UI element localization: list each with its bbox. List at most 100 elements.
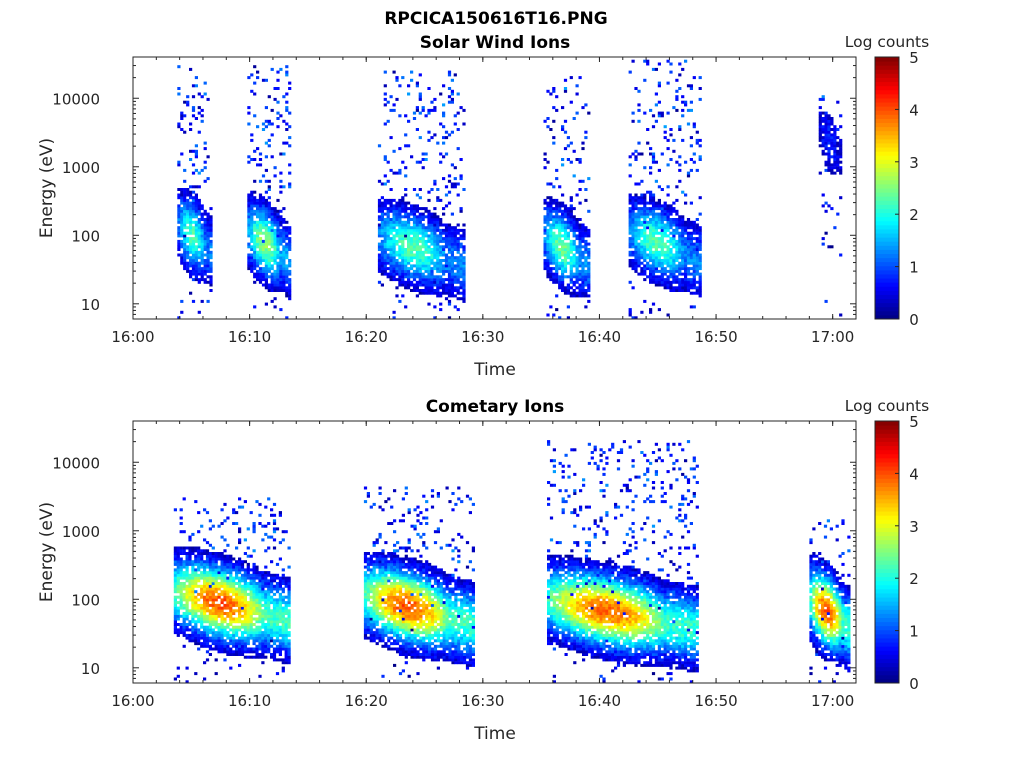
- heatmap-cell: [238, 579, 242, 583]
- heatmap-cell: [675, 160, 679, 164]
- heatmap-cell: [824, 133, 828, 137]
- heatmap-cell: [256, 198, 260, 202]
- heatmap-cell: [649, 272, 653, 276]
- heatmap-cell: [285, 248, 289, 251]
- heatmap-cell: [173, 571, 177, 575]
- heatmap-cell: [372, 562, 376, 566]
- heatmap-cell: [173, 576, 177, 580]
- heatmap-cell: [651, 245, 656, 249]
- heatmap-cell: [197, 560, 201, 564]
- heatmap-cell: [258, 158, 263, 161]
- heatmap-cell: [252, 592, 256, 596]
- heatmap-cell: [252, 636, 256, 640]
- heatmap-cell: [558, 218, 562, 221]
- heatmap-cell: [264, 228, 268, 232]
- heatmap-cell: [256, 234, 260, 238]
- heatmap-cell: [226, 633, 230, 637]
- heatmap-cell: [383, 103, 387, 107]
- heatmap-cell: [398, 256, 402, 260]
- heatmap-cell: [180, 117, 184, 120]
- heatmap-cell: [380, 220, 384, 224]
- heatmap-cell: [186, 100, 190, 104]
- heatmap-cell: [188, 554, 192, 558]
- heatmap-cell: [439, 220, 443, 224]
- heatmap-cell: [561, 209, 565, 213]
- heatmap-cell: [194, 259, 198, 262]
- heatmap-cell: [412, 278, 417, 282]
- heatmap-cell: [404, 223, 408, 227]
- heatmap-cell: [663, 259, 667, 262]
- heatmap-cell: [183, 234, 187, 238]
- heatmap-cell: [456, 259, 460, 262]
- heatmap-cell: [415, 261, 419, 265]
- heatmap-cell: [421, 264, 425, 268]
- heatmap-cell: [278, 601, 282, 605]
- heatmap-cell: [552, 267, 556, 271]
- heatmap-cell: [839, 155, 843, 159]
- heatmap-cell: [197, 568, 201, 572]
- colorbar-swatch: [875, 249, 899, 254]
- heatmap-cell: [430, 188, 434, 191]
- heatmap-cell: [561, 226, 565, 230]
- heatmap-cell: [566, 215, 570, 219]
- heatmap-cell: [275, 658, 280, 662]
- heatmap-cell: [447, 316, 452, 320]
- heatmap-cell: [206, 212, 210, 216]
- heatmap-cell: [220, 644, 224, 648]
- heatmap-cell: [377, 198, 382, 202]
- heatmap-cell: [643, 234, 647, 238]
- heatmap-cell: [578, 226, 582, 230]
- heatmap-cell: [258, 220, 263, 224]
- heatmap-cell: [200, 609, 204, 613]
- heatmap-cell: [436, 237, 440, 241]
- heatmap-cell: [654, 259, 658, 262]
- colorbar-swatch: [875, 188, 899, 193]
- heatmap-cell: [211, 642, 215, 646]
- heatmap-cell: [191, 196, 196, 200]
- heatmap-cell: [279, 275, 283, 279]
- heatmap-cell: [203, 218, 207, 221]
- heatmap-cell: [200, 571, 204, 575]
- heatmap-cell: [264, 576, 268, 580]
- heatmap-cell: [398, 299, 402, 303]
- heatmap-cell: [267, 234, 271, 238]
- heatmap-cell: [180, 226, 184, 230]
- heatmap-cell: [287, 650, 291, 654]
- heatmap-cell: [261, 644, 265, 648]
- heatmap-cell: [552, 226, 556, 230]
- heatmap-cell: [689, 261, 693, 265]
- heatmap-cell: [183, 242, 187, 246]
- heatmap-cell: [558, 256, 562, 260]
- heatmap-cell: [261, 636, 265, 640]
- heatmap-cell: [179, 557, 183, 561]
- heatmap-cell: [203, 248, 207, 251]
- heatmap-cell: [462, 278, 466, 282]
- heatmap-cell: [209, 278, 213, 282]
- heatmap-cell: [418, 207, 422, 211]
- heatmap-cell: [380, 245, 384, 249]
- heatmap-cell: [369, 568, 373, 572]
- heatmap-cell: [288, 242, 292, 246]
- heatmap-cell: [203, 269, 207, 273]
- heatmap-cell: [836, 149, 840, 153]
- heatmap-cell: [372, 502, 376, 506]
- heatmap-cell: [569, 291, 573, 295]
- heatmap-cell: [836, 141, 840, 145]
- heatmap-cell: [634, 223, 638, 227]
- heatmap-cell: [177, 316, 181, 320]
- heatmap-cell: [261, 617, 265, 621]
- heatmap-cell: [375, 592, 379, 596]
- heatmap-cell: [552, 231, 556, 235]
- heatmap-cell: [179, 565, 183, 569]
- heatmap-cell: [191, 592, 195, 596]
- heatmap-cell: [389, 168, 393, 172]
- heatmap-cell: [543, 228, 547, 232]
- heatmap-cell: [173, 617, 177, 621]
- heatmap-cell: [176, 614, 180, 618]
- heatmap-cell: [238, 590, 242, 594]
- heatmap-cell: [177, 234, 181, 238]
- heatmap-cell: [264, 259, 268, 262]
- heatmap-cell: [821, 117, 825, 120]
- heatmap-cell: [392, 245, 396, 249]
- heatmap-cell: [418, 237, 422, 241]
